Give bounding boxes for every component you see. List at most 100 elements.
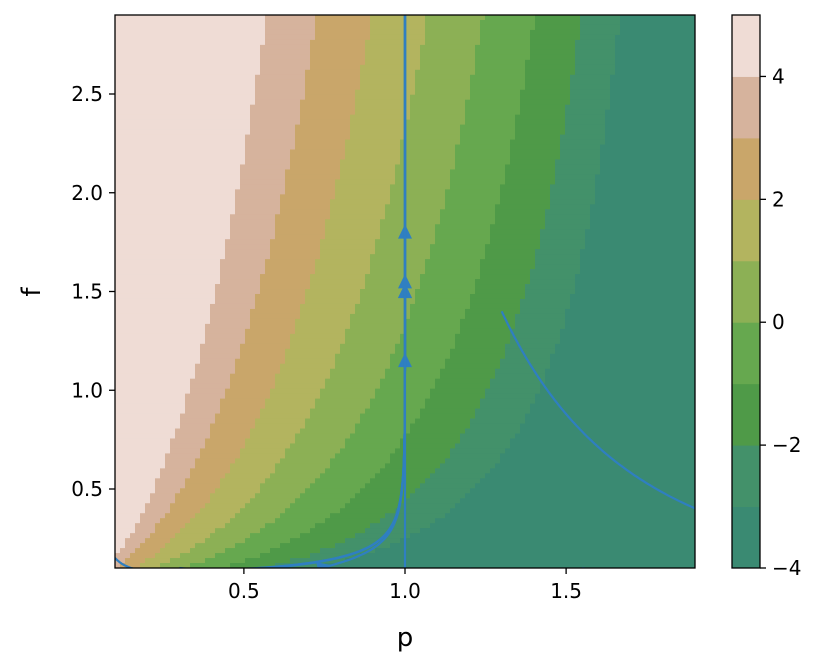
contour-cell (240, 229, 246, 235)
contour-cell (120, 15, 126, 21)
contour-cell (310, 134, 316, 141)
contour-cell (205, 289, 211, 295)
contour-cell (295, 64, 301, 71)
contour-cell (235, 403, 241, 410)
contour-cell (310, 393, 316, 400)
contour-cell (285, 244, 291, 250)
contour-cell (155, 508, 161, 514)
contour-cell (170, 159, 176, 166)
contour-cell (255, 343, 261, 350)
contour-cell (300, 558, 306, 564)
contour-cell (315, 518, 321, 524)
contour-cell (175, 144, 181, 151)
contour-cell (285, 523, 291, 529)
contour-cell (265, 129, 271, 136)
contour-cell (155, 503, 161, 509)
contour-cell (305, 164, 311, 171)
contour-cell (255, 333, 261, 340)
contour-cell (270, 368, 276, 375)
contour-cell (325, 368, 331, 375)
contour-cell (330, 418, 336, 425)
contour-cell (135, 189, 141, 195)
contour-cell (260, 483, 266, 489)
contour-cell (325, 94, 331, 101)
contour-cell (285, 254, 291, 260)
contour-cell (125, 189, 131, 195)
contour-cell (215, 24, 221, 31)
contour-cell (195, 254, 201, 260)
contour-cell (275, 533, 281, 539)
contour-cell (115, 274, 121, 280)
contour-cell (245, 259, 251, 265)
contour-cell (145, 284, 151, 290)
contour-cell (160, 433, 166, 440)
contour-cell (170, 553, 176, 559)
contour-cell (140, 293, 146, 300)
contour-cell (195, 463, 201, 469)
contour-cell (200, 229, 206, 235)
contour-cell (225, 463, 231, 469)
contour-cell (330, 313, 336, 320)
contour-cell (280, 244, 286, 250)
contour-cell (120, 234, 126, 240)
contour-cell (300, 244, 306, 250)
contour-cell (275, 199, 281, 205)
contour-cell (230, 433, 236, 440)
contour-cell (335, 149, 341, 156)
contour-cell (325, 408, 331, 415)
contour-cell (125, 393, 131, 400)
contour-cell (260, 363, 266, 370)
contour-cell (145, 19, 151, 26)
contour-cell (120, 328, 126, 335)
contour-cell (325, 99, 331, 106)
contour-cell (235, 483, 241, 489)
contour-cell (135, 89, 141, 96)
contour-cell (320, 533, 326, 539)
contour-cell (140, 328, 146, 335)
contour-cell (175, 393, 181, 400)
contour-cell (210, 59, 216, 66)
contour-cell (135, 338, 141, 345)
contour-cell (315, 308, 321, 315)
contour-cell (190, 553, 196, 559)
contour-cell (335, 463, 341, 469)
contour-cell (140, 44, 146, 51)
contour-cell (315, 154, 321, 161)
contour-cell (170, 503, 176, 509)
contour-cell (115, 418, 121, 425)
contour-cell (235, 94, 241, 101)
contour-cell (200, 298, 206, 305)
contour-cell (295, 363, 301, 370)
contour-cell (170, 124, 176, 131)
contour-cell (300, 154, 306, 161)
contour-cell (290, 368, 296, 375)
contour-cell (290, 289, 296, 295)
contour-cell (335, 229, 341, 235)
contour-cell (220, 458, 226, 464)
contour-cell (115, 234, 121, 240)
contour-cell (255, 264, 261, 270)
contour-cell (125, 498, 131, 504)
contour-cell (215, 483, 221, 489)
contour-cell (150, 179, 156, 185)
contour-cell (190, 333, 196, 340)
contour-cell (335, 408, 341, 415)
contour-cell (275, 298, 281, 305)
contour-cell (330, 483, 336, 489)
contour-cell (270, 373, 276, 380)
contour-cell (120, 423, 126, 430)
contour-cell (205, 408, 211, 415)
contour-cell (180, 174, 186, 180)
contour-cell (220, 84, 226, 91)
contour-cell (340, 19, 346, 26)
contour-cell (275, 219, 281, 225)
contour-cell (135, 229, 141, 235)
contour-cell (330, 528, 336, 534)
contour-cell (220, 528, 226, 534)
contour-cell (285, 308, 291, 315)
contour-cell (330, 353, 336, 360)
contour-cell (245, 503, 251, 509)
contour-cell (225, 368, 231, 375)
contour-cell (255, 149, 261, 156)
contour-cell (220, 144, 226, 151)
